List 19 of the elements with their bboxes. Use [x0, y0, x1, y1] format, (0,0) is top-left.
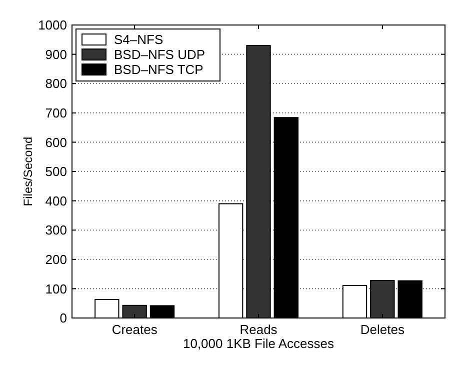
x-tick-label: Creates: [112, 322, 158, 337]
y-tick-label: 200: [45, 252, 67, 267]
y-tick-label: 600: [45, 134, 67, 150]
y-tick-label: 900: [45, 46, 67, 62]
x-axis-title: 10,000 1KB File Accesses: [182, 336, 335, 351]
x-tick-label: Deletes: [360, 322, 405, 337]
y-tick-label: 800: [45, 76, 67, 92]
legend-label: S4–NFS: [114, 32, 164, 47]
legend-label: BSD–NFS UDP: [114, 47, 206, 62]
legend-label: BSD–NFS TCP: [114, 62, 204, 77]
y-axis-title: Files/Second: [21, 136, 35, 206]
y-tick-label: 500: [45, 164, 67, 180]
y-tick-label: 700: [45, 105, 67, 120]
y-tick-label: 400: [45, 193, 67, 208]
y-tick-label: 300: [45, 222, 67, 238]
y-tick-label: 1000: [38, 18, 67, 33]
x-tick-label: Reads: [240, 322, 278, 337]
y-tick-label: 100: [45, 281, 67, 296]
y-tick-label: 0: [60, 310, 67, 326]
